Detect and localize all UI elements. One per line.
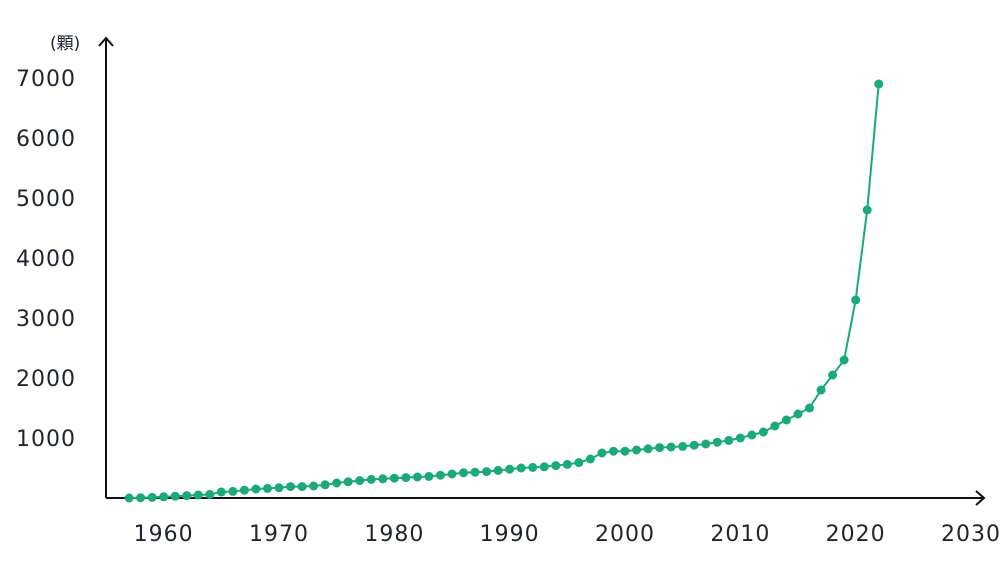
data-point (147, 492, 157, 502)
data-point (666, 442, 676, 452)
x-tick-label: 2020 (826, 522, 886, 547)
x-tick-label: 2030 (941, 522, 1000, 547)
data-point (459, 468, 469, 478)
data-point (228, 486, 238, 496)
data-point (620, 446, 630, 456)
data-point (851, 295, 861, 305)
data-point (124, 493, 134, 503)
data-point (828, 370, 838, 380)
data-point (516, 463, 526, 473)
axes (98, 36, 986, 506)
data-point (643, 444, 653, 454)
data-point (274, 483, 284, 493)
data-point (655, 443, 665, 453)
data-point (262, 483, 272, 493)
y-tick-label: 3000 (16, 307, 76, 332)
data-point (874, 79, 884, 89)
data-point (689, 440, 699, 450)
x-tick-label: 1970 (249, 522, 309, 547)
data-point (701, 439, 711, 449)
data-point (493, 465, 503, 475)
y-tick-labels: 1000 2000 3000 4000 5000 6000 7000 (16, 67, 76, 452)
y-tick-label: 7000 (16, 67, 76, 92)
data-point (816, 385, 826, 395)
y-tick-label: 2000 (16, 367, 76, 392)
data-point (632, 445, 642, 455)
data-point (585, 454, 595, 464)
data-point (297, 482, 307, 492)
data-point (781, 415, 791, 425)
x-tick-label: 1990 (480, 522, 540, 547)
data-point (435, 470, 445, 480)
data-point (735, 433, 745, 443)
data-point (182, 491, 192, 501)
data-point (401, 473, 411, 483)
y-tick-label: 5000 (16, 187, 76, 212)
x-tick-label: 2010 (710, 522, 770, 547)
data-point (286, 482, 296, 492)
data-point (343, 477, 353, 487)
data-point (332, 478, 342, 488)
data-point (193, 490, 203, 500)
data-point (412, 472, 422, 482)
data-point (447, 469, 457, 479)
data-point (724, 435, 734, 445)
data-point (136, 493, 146, 503)
data-point (608, 446, 618, 456)
series-line (129, 83, 880, 499)
data-point (839, 355, 849, 365)
data-point (205, 489, 215, 499)
x-axis-arrow-icon (975, 490, 986, 506)
data-point (424, 471, 434, 481)
data-point (862, 205, 872, 215)
data-point (470, 467, 480, 477)
data-point (747, 430, 757, 440)
data-point (378, 474, 388, 484)
data-series (124, 79, 884, 503)
data-point (170, 491, 180, 501)
data-point (758, 427, 768, 437)
x-tick-label: 1960 (134, 522, 194, 547)
data-point (597, 448, 607, 458)
x-tick-labels: 1960 1970 1980 1990 2000 2010 2020 2030 (134, 522, 1000, 547)
data-point (562, 459, 572, 469)
data-point (539, 462, 549, 472)
y-tick-label: 1000 (16, 427, 76, 452)
data-point (251, 484, 261, 494)
data-point (320, 480, 330, 490)
y-axis-arrow-icon (98, 36, 114, 47)
data-point (793, 409, 803, 419)
data-point (216, 487, 226, 497)
y-axis-unit-label: (顆) (50, 34, 80, 54)
data-point (805, 403, 815, 413)
data-point (712, 437, 722, 447)
data-point (551, 461, 561, 471)
data-point (482, 467, 492, 477)
data-point (239, 485, 249, 495)
data-point (505, 464, 515, 474)
data-point (159, 492, 169, 502)
data-point (389, 473, 399, 483)
x-tick-label: 1980 (364, 522, 424, 547)
data-point (366, 474, 376, 484)
y-tick-label: 6000 (16, 127, 76, 152)
data-point (770, 421, 780, 431)
y-tick-label: 4000 (16, 247, 76, 272)
data-point (528, 462, 538, 472)
data-point (574, 458, 584, 468)
data-point (678, 441, 688, 451)
data-point (355, 476, 365, 486)
x-tick-label: 2000 (595, 522, 655, 547)
data-point (309, 481, 319, 491)
